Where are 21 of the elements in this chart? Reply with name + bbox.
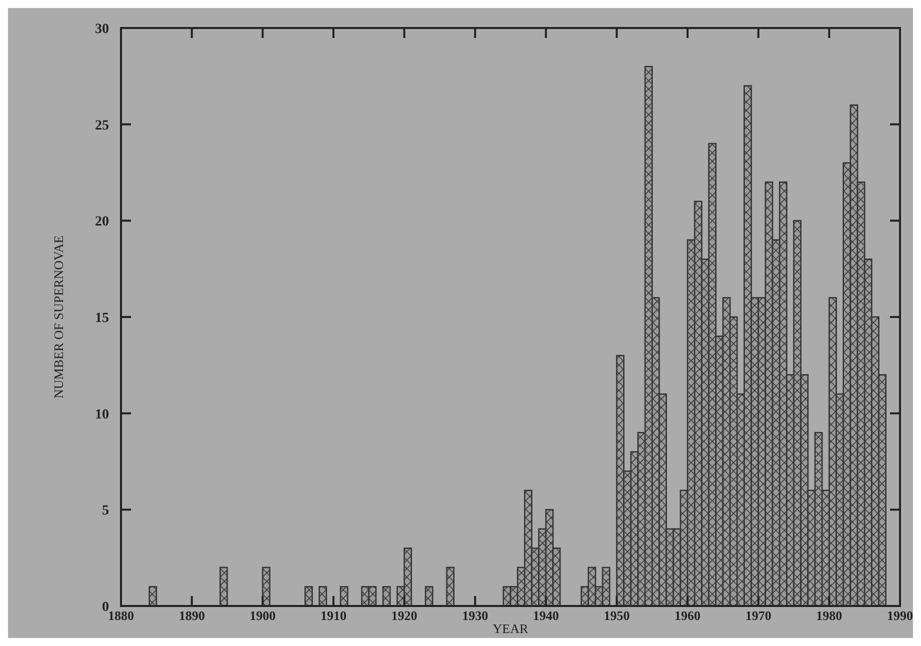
x-tick-label: 1890 — [178, 608, 205, 623]
y-tick-label: 0 — [102, 600, 109, 615]
x-tick-label: 1880 — [108, 608, 134, 623]
y-tick-label: 20 — [95, 214, 109, 230]
y-tick-label: 30 — [95, 22, 109, 37]
x-tick-label: 1990 — [887, 608, 913, 623]
x-tick-label: 1910 — [320, 608, 346, 623]
y-tick-label: 25 — [95, 118, 109, 134]
x-tick-label: 1900 — [250, 608, 276, 623]
x-tick-label: 1960 — [674, 608, 701, 623]
x-tick-label: 1950 — [604, 608, 630, 623]
x-tick-label: 1930 — [462, 608, 488, 623]
x-tick-label: 1940 — [532, 608, 559, 623]
x-axis-title: YEAR — [492, 621, 529, 636]
y-tick-label: 15 — [95, 311, 109, 326]
y-tick-label: 5 — [102, 504, 109, 519]
x-tick-label: 1920 — [391, 608, 418, 623]
y-axis-title: NUMBER OF SUPERNOVAE — [51, 235, 66, 399]
x-tick-label: 1970 — [745, 608, 772, 623]
y-tick-label: 10 — [95, 407, 109, 422]
x-tick-label: 1980 — [816, 608, 842, 623]
